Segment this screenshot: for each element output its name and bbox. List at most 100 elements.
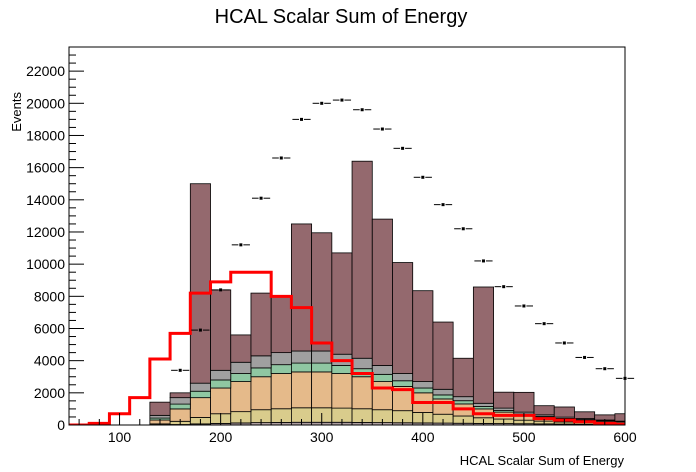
histogram-bar <box>230 381 252 413</box>
histogram-bar <box>351 357 373 370</box>
plot-frame <box>68 46 626 426</box>
y-tick-label: 6000 <box>34 320 65 336</box>
y-tick-label: 14000 <box>26 192 65 208</box>
histogram-bar <box>210 369 232 381</box>
data-point <box>433 203 453 207</box>
x-tick-label: 400 <box>411 429 435 445</box>
histogram-bar <box>432 394 454 400</box>
data-point <box>413 175 432 179</box>
data-point <box>312 101 331 105</box>
data-point <box>292 117 311 121</box>
histogram-bar <box>290 362 313 373</box>
histogram-bar <box>331 252 353 355</box>
histogram-bar <box>432 321 454 390</box>
signal-line-group <box>69 270 625 425</box>
histogram-bar <box>189 397 211 418</box>
histogram-bar <box>189 382 211 392</box>
y-tick-label: 8000 <box>34 288 65 304</box>
histogram-bar <box>513 391 535 413</box>
histogram-bar <box>392 262 414 374</box>
y-tick-label: 4000 <box>34 353 65 369</box>
histogram-bar <box>371 381 393 411</box>
histogram-bar <box>553 406 575 418</box>
histogram-bar <box>432 388 454 396</box>
histogram-bar <box>311 371 333 409</box>
y-tick-label: 16000 <box>26 160 65 176</box>
x-tick-label: 500 <box>512 429 536 445</box>
data-point <box>191 328 210 332</box>
data-point <box>272 156 291 160</box>
histogram-bar <box>270 373 292 410</box>
histogram-bar <box>392 373 414 382</box>
histogram-bar <box>169 397 191 405</box>
histogram-bar <box>169 403 191 410</box>
y-tick-label: 10000 <box>26 256 65 272</box>
histogram-bar <box>452 400 474 405</box>
histogram-bar <box>210 379 232 389</box>
histogram-bar <box>290 223 313 352</box>
y-axis-label: Events <box>9 92 24 132</box>
data-point <box>353 108 372 112</box>
histogram-bar <box>614 413 625 422</box>
data-point <box>332 98 352 102</box>
data-point <box>494 285 513 289</box>
y-tick-label: 20000 <box>26 95 65 111</box>
histogram-bar <box>493 391 515 409</box>
x-tick-label: 200 <box>209 429 233 445</box>
y-tick-label: 22000 <box>26 63 65 79</box>
histogram-bar <box>290 371 313 409</box>
histogram-bar <box>412 381 434 389</box>
data-point <box>393 146 412 150</box>
histogram-bar <box>533 405 555 416</box>
histogram-bar <box>250 367 272 378</box>
histogram-bar <box>452 357 474 398</box>
x-tick-label: 300 <box>310 429 334 445</box>
y-tick-label: 0 <box>57 417 65 433</box>
histogram-bar <box>311 362 333 373</box>
data-point <box>555 341 574 345</box>
histogram-bar <box>210 289 232 371</box>
histogram-bar <box>351 160 373 359</box>
histogram-bar <box>392 380 414 387</box>
histogram-bar <box>250 376 272 411</box>
data-point <box>251 196 271 200</box>
data-point <box>535 322 554 326</box>
axes: 100 200 300 400 500 6000200040006000800010000… <box>26 54 637 445</box>
histogram-bar <box>169 392 191 399</box>
histogram-bar <box>574 411 596 419</box>
data-points-group <box>171 98 635 380</box>
histogram-bar <box>149 414 171 419</box>
data-point <box>211 288 230 292</box>
data-point <box>575 355 594 359</box>
histogram-bar <box>452 396 474 402</box>
histogram-bar <box>412 290 434 382</box>
chart-title: HCAL Scalar Sum of Energy <box>215 6 468 28</box>
signal-step-line <box>69 270 625 425</box>
histogram-bar <box>270 364 292 374</box>
histogram-bar <box>149 401 171 416</box>
histogram-bar <box>331 373 353 409</box>
data-point <box>231 243 250 247</box>
y-tick-label: 2000 <box>34 385 65 401</box>
histogram-bar <box>230 361 252 374</box>
x-tick-label: 600 <box>613 429 637 445</box>
x-axis-label: HCAL Scalar Sum of Energy <box>460 453 625 468</box>
data-point <box>595 367 614 371</box>
data-point <box>171 368 190 372</box>
histogram-bar <box>250 355 272 369</box>
histogram-bar <box>210 387 232 415</box>
histogram-bar <box>331 365 353 374</box>
histogram-bar <box>472 402 494 407</box>
histogram-bar <box>412 387 434 394</box>
data-point <box>373 127 392 131</box>
histogram-bar <box>290 350 313 364</box>
histogram-bar <box>270 295 292 354</box>
histogram-bar <box>270 352 292 366</box>
histogram-bar <box>371 218 393 366</box>
data-point <box>514 304 534 308</box>
data-point <box>474 259 493 263</box>
histogram-bar <box>189 183 211 384</box>
histogram-bar <box>311 350 333 364</box>
histogram-bar <box>311 232 333 352</box>
